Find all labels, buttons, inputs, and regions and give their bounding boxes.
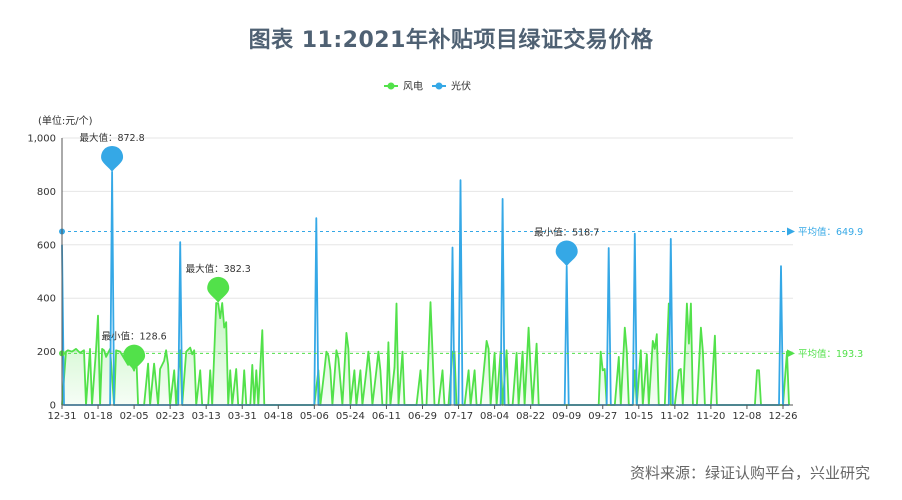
max-value-marker [101,145,124,172]
series-layer [61,171,790,406]
legend: 风电 光伏 [384,80,471,93]
x-tick-label: 11-20 [696,411,725,422]
average-label: 平均值：649.9 [798,226,863,238]
legend-label: 风电 [403,80,423,93]
axes: 0 200 400 600 800 1,000 12-31 01-18 02-05 02-23 03… [27,134,797,423]
grid-lines [62,137,793,353]
x-tick-label: 12-31 [47,411,76,422]
x-tick-label: 10-15 [624,411,653,422]
average-arrow [787,349,795,358]
y-tick-label: 600 [37,240,56,251]
x-tick-label: 05-06 [300,411,329,422]
annotations: 最大值：382.3 最小值：128.6 最大值：872.8 最小值：518.7 [79,132,599,371]
max-value-label: 最大值：872.8 [79,132,144,144]
y-tick-label: 200 [37,347,56,358]
min-value-marker [555,240,578,267]
x-tick-label: 08-04 [480,411,509,422]
x-tick-label: 09-09 [552,411,581,422]
x-tick-label: 06-29 [408,411,437,422]
min-value-label: 最小值：128.6 [101,331,166,343]
x-tick-label: 12-08 [732,411,761,422]
x-tick-label: 08-22 [516,411,545,422]
legend-swatch-dot [435,82,443,90]
legend-swatch-dot [387,82,395,90]
source-note: 资料来源：绿证认购平台，兴业研究 [629,464,870,482]
chart-title: 图表 11:2021年补贴项目绿证交易价格 [248,28,654,53]
series-line-solar [61,171,789,406]
max-value-marker [207,276,230,303]
x-tick-label: 05-24 [336,411,365,422]
x-tick-label: 11-02 [660,411,689,422]
y-unit-label: (单位:元/个) [38,114,93,127]
min-value-marker [123,344,146,371]
min-value-label: 最小值：518.7 [534,227,599,239]
average-arrow [787,227,795,236]
x-tick-label: 12-26 [768,411,797,422]
y-tick-label: 1,000 [27,134,56,145]
legend-label: 光伏 [451,80,471,93]
y-tick-label: 400 [37,294,56,305]
max-value-label: 最大值：382.3 [186,263,251,275]
average-label: 平均值：193.3 [798,348,863,360]
x-tick-label: 01-18 [84,411,113,422]
x-tick-label: 06-11 [372,411,401,422]
x-tick-label: 04-18 [264,411,293,422]
x-tick-label: 03-31 [228,411,257,422]
y-tick-label: 0 [50,401,56,412]
y-tick-label: 800 [37,187,56,198]
x-tick-label: 02-05 [120,411,149,422]
x-tick-label: 03-13 [192,411,221,422]
x-tick-label: 07-17 [444,411,473,422]
x-tick-label: 09-27 [588,411,617,422]
x-tick-label: 02-23 [156,411,185,422]
